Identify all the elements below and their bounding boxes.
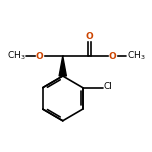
Text: O: O <box>36 52 43 61</box>
Text: CH$_3$: CH$_3$ <box>127 50 145 62</box>
Bar <box>109 54 116 59</box>
Bar <box>36 54 43 59</box>
Text: O: O <box>85 32 93 41</box>
Text: O: O <box>109 52 116 61</box>
Polygon shape <box>59 56 66 76</box>
Bar <box>85 33 94 40</box>
Text: Cl: Cl <box>104 82 113 91</box>
Text: CH$_3$: CH$_3$ <box>7 50 25 62</box>
